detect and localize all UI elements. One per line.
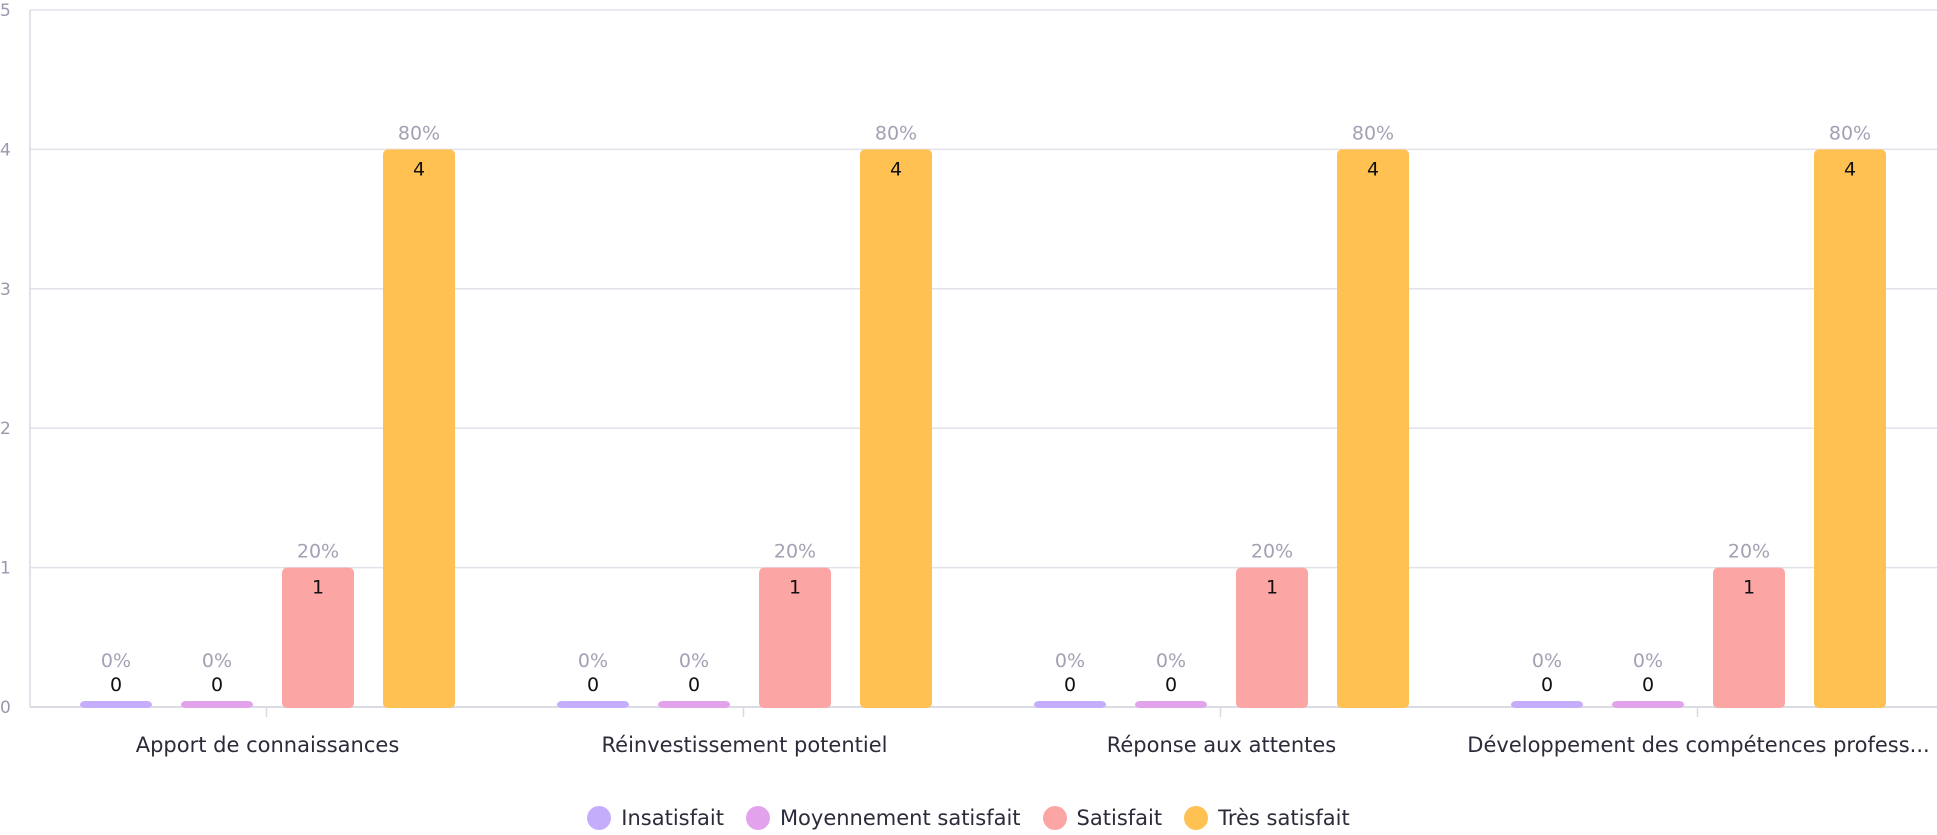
bar-percent-label: 0% <box>1156 650 1186 672</box>
bar-value-label: 0 <box>587 674 599 696</box>
bar-percent-label: 80% <box>1352 122 1394 144</box>
legend-label: Insatisfait <box>621 806 724 830</box>
bar <box>80 701 152 708</box>
legend-item[interactable]: Moyennement satisfait <box>745 806 1021 830</box>
bar <box>1337 149 1409 708</box>
bar-percent-label: 0% <box>1532 650 1562 672</box>
bar-value-label: 1 <box>1743 577 1755 599</box>
chart-legend: Insatisfait Moyennement satisfait Satisfai… <box>0 806 1937 830</box>
bar <box>1034 701 1106 708</box>
bar-value-label: 0 <box>688 674 700 696</box>
x-category-label: Réponse aux attentes <box>1107 733 1337 757</box>
bar-value-label: 1 <box>789 577 801 599</box>
bar <box>759 567 831 708</box>
bar-percent-label: 0% <box>1055 650 1085 672</box>
legend-item[interactable]: Très satisfait <box>1184 806 1350 830</box>
y-tick-label: 3 <box>0 280 11 300</box>
bar <box>557 701 629 708</box>
legend-label: Moyennement satisfait <box>779 806 1021 830</box>
legend-item[interactable]: Satisfait <box>1042 806 1163 830</box>
legend-dot-icon <box>1184 806 1209 830</box>
bar <box>383 149 455 708</box>
bar-percent-label: 0% <box>101 650 131 672</box>
bar-percent-label: 20% <box>297 541 339 563</box>
bar-percent-label: 0% <box>1633 650 1663 672</box>
bar <box>1612 701 1684 708</box>
bar-percent-label: 0% <box>578 650 608 672</box>
y-tick-label: 1 <box>0 559 11 579</box>
bar <box>282 567 354 708</box>
bar <box>1814 149 1886 708</box>
legend-label: Très satisfait <box>1218 806 1350 830</box>
bar-value-label: 1 <box>312 577 324 599</box>
bar-value-label: 4 <box>413 158 425 180</box>
bar-percent-label: 20% <box>1251 541 1293 563</box>
legend-dot-icon <box>1042 806 1067 830</box>
bar-value-label: 0 <box>1165 674 1177 696</box>
bar-percent-label: 80% <box>875 122 917 144</box>
bar-value-label: 0 <box>1064 674 1076 696</box>
bar-value-label: 0 <box>110 674 122 696</box>
bar-value-label: 1 <box>1266 577 1278 599</box>
legend-item[interactable]: Insatisfait <box>587 806 724 830</box>
legend-dot-icon <box>587 806 612 830</box>
y-tick-label: 0 <box>0 698 11 718</box>
x-category-label: Apport de connaissances <box>136 733 400 757</box>
y-tick-label: 4 <box>0 140 11 160</box>
x-category-label: Développement des compétences profess... <box>1467 733 1929 757</box>
bar-value-label: 0 <box>1541 674 1553 696</box>
bar-value-label: 4 <box>890 158 902 180</box>
bar <box>1135 701 1207 708</box>
bar-percent-label: 20% <box>774 541 816 563</box>
bar-percent-label: 20% <box>1728 541 1770 563</box>
bar-percent-label: 80% <box>398 122 440 144</box>
bar-value-label: 4 <box>1844 158 1856 180</box>
bar-percent-label: 0% <box>679 650 709 672</box>
bar-value-label: 0 <box>1642 674 1654 696</box>
bar-value-label: 0 <box>211 674 223 696</box>
bar <box>1511 701 1583 708</box>
bar-percent-label: 0% <box>202 650 232 672</box>
legend-dot-icon <box>745 806 770 830</box>
bar <box>658 701 730 708</box>
bar <box>1713 567 1785 708</box>
bar-value-label: 4 <box>1367 158 1379 180</box>
bar-percent-label: 80% <box>1829 122 1871 144</box>
bar <box>1236 567 1308 708</box>
x-category-label: Réinvestissement potentiel <box>602 733 888 757</box>
bar <box>860 149 932 708</box>
y-tick-label: 2 <box>0 419 11 439</box>
bar <box>181 701 253 708</box>
y-tick-label: 5 <box>0 1 11 21</box>
legend-label: Satisfait <box>1076 806 1163 830</box>
